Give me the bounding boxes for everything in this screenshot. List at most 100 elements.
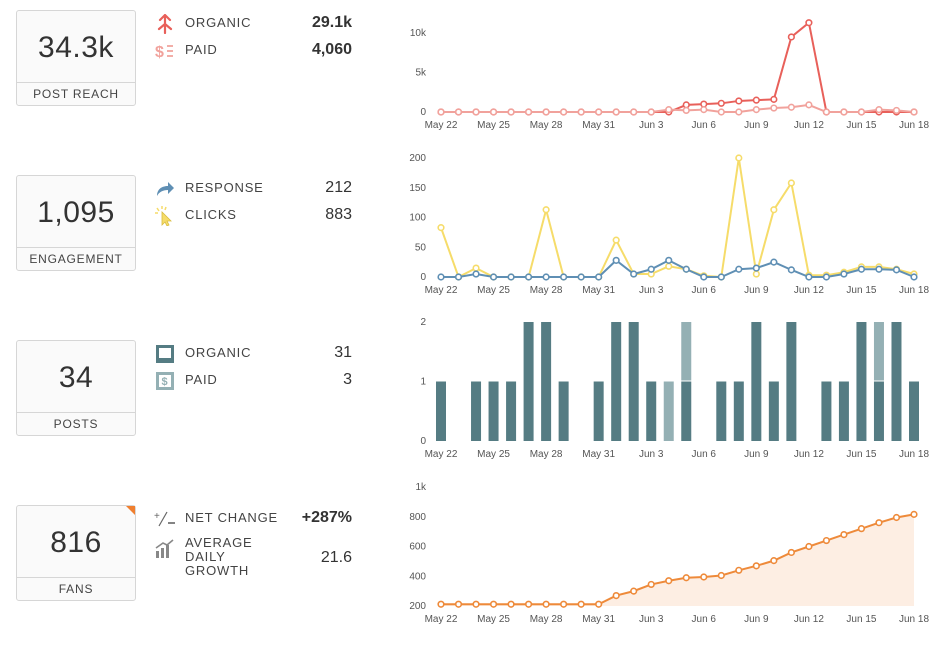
point-fans [647, 580, 655, 589]
point-clicks [665, 262, 673, 270]
point-fans [560, 600, 568, 608]
post-reach-row: 34.3k POST REACH ORGANIC 29.1k $ PAID 4,… [0, 0, 942, 165]
y-tick-label: 10k [410, 28, 427, 39]
posts-chart: 0 1 2 May 22 May 25 May 28 May 31 Jun 3 Jun 6 Jun… [420, 317, 929, 460]
y-tick-label: 200 [409, 601, 426, 612]
point-fans [489, 600, 498, 608]
paid-post-icon: $ [156, 372, 174, 390]
organic-reach-value: 29.1k [311, 14, 352, 31]
point-fans [472, 600, 480, 608]
point-paid_reach [822, 108, 831, 116]
fans-value: 816 [50, 526, 102, 559]
point-clicks [437, 224, 445, 232]
point-fans [892, 513, 901, 522]
paid-reach-label: PAID [185, 42, 218, 57]
point-paid_reach [805, 101, 813, 109]
point-fans [770, 557, 778, 565]
response-arrow-icon [157, 182, 174, 196]
point-response [770, 258, 778, 266]
point-paid_reach [840, 108, 848, 116]
net-change-metric: + NET CHANGE +287% [152, 507, 352, 529]
point-response [805, 273, 813, 281]
posts-card[interactable]: 34 POSTS [16, 340, 136, 436]
posts-value: 34 [58, 361, 94, 394]
paid-posts-value: 3 [343, 371, 352, 388]
x-tick-label: Jun 3 [639, 120, 664, 131]
point-fans [910, 510, 918, 518]
x-tick-label: May 22 [425, 285, 458, 296]
point-fans [805, 542, 813, 551]
bar-paid [873, 322, 884, 381]
bar-organic [488, 381, 499, 441]
clicks-metric: CLICKS 883 [152, 204, 352, 226]
x-tick-label: May 28 [530, 449, 563, 460]
point-fans [612, 591, 620, 600]
point-paid_reach [542, 108, 550, 116]
point-clicks [752, 270, 760, 278]
point-response [560, 273, 568, 281]
x-tick-label: May 22 [425, 120, 458, 131]
x-tick-label: Jun 6 [692, 285, 717, 296]
post-reach-chart: 0 5k 10k May 22 May 25 May 28 May 31 Jun 3 Jun 6… [410, 19, 929, 131]
point-paid_reach [700, 106, 708, 114]
point-paid_reach [857, 108, 866, 116]
x-tick-label: May 25 [477, 120, 510, 131]
point-fans [437, 600, 445, 608]
fans-corner-marker [126, 506, 135, 515]
post-reach-card[interactable]: 34.3k POST REACH [16, 10, 136, 106]
point-fans [454, 600, 463, 608]
point-paid_reach [875, 106, 883, 114]
x-tick-label: May 22 [425, 449, 458, 460]
point-paid_reach [787, 103, 795, 111]
point-response [857, 265, 866, 273]
series-line-fans [441, 513, 915, 606]
point-paid_reach [910, 108, 918, 116]
point-clicks [787, 179, 795, 187]
bar-organic [523, 322, 534, 441]
point-organic_reach [735, 97, 743, 105]
response-label: RESPONSE [185, 180, 264, 195]
post-reach-value: 34.3k [38, 31, 114, 64]
bar-organic [541, 322, 552, 441]
bar-organic [628, 322, 639, 441]
bar-organic [506, 381, 517, 441]
click-cursor-icon [155, 206, 172, 226]
point-fans [857, 525, 866, 533]
point-response [647, 265, 655, 273]
point-fans [735, 566, 743, 574]
bar-organic [768, 381, 779, 441]
organic-reach-label: ORGANIC [185, 15, 252, 30]
point-paid_reach [770, 104, 778, 112]
x-tick-label: Jun 18 [899, 614, 929, 625]
svg-text:+: + [154, 511, 160, 522]
y-tick-label: 800 [409, 512, 426, 523]
engagement-card[interactable]: 1,095 ENGAGEMENT [16, 175, 136, 271]
x-tick-label: Jun 6 [692, 120, 717, 131]
bar-organic [593, 381, 604, 441]
y-tick-label: 1k [415, 482, 427, 493]
point-response [910, 273, 918, 281]
bar-organic [856, 322, 867, 441]
engagement-label: ENGAGEMENT [17, 247, 135, 270]
x-tick-label: Jun 15 [846, 285, 876, 296]
point-response [595, 273, 603, 281]
fans-card[interactable]: 816 FANS [16, 505, 136, 601]
organic-posts-metric: ORGANIC 31 [152, 342, 352, 364]
x-tick-label: Jun 3 [639, 614, 664, 625]
bar-paid [681, 322, 692, 381]
point-response [524, 273, 533, 281]
svg-text:$: $ [155, 44, 164, 61]
bar-organic [873, 381, 884, 441]
x-tick-label: Jun 18 [899, 120, 929, 131]
y-tick-label: 600 [409, 542, 426, 553]
point-fans [542, 600, 550, 608]
point-fans [507, 600, 515, 608]
point-paid_reach [595, 108, 603, 116]
bar-paid [663, 381, 674, 441]
engagement-row: 1,095 ENGAGEMENT RESPONSE 212 CLICKS 883… [0, 153, 942, 330]
point-paid_reach [752, 106, 760, 114]
point-response [437, 273, 445, 281]
x-tick-label: Jun 15 [846, 449, 876, 460]
x-tick-label: May 31 [582, 120, 615, 131]
point-paid_reach [612, 108, 620, 116]
